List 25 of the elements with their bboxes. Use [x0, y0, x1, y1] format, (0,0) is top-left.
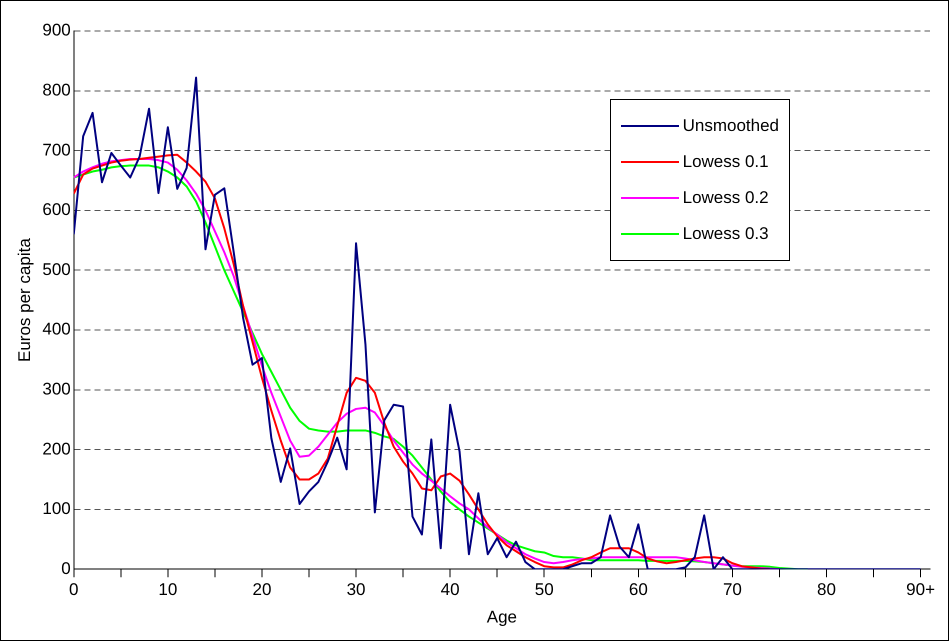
legend-label: Unsmoothed	[682, 116, 779, 136]
x-tick-label: 30	[346, 580, 366, 600]
y-tick-label: 800	[42, 80, 71, 100]
y-axis-title: Euros per capita	[14, 238, 34, 362]
y-tick-label: 200	[42, 439, 71, 458]
y-tick-label: 500	[42, 260, 71, 279]
legend-label: Lowess 0.1	[682, 152, 769, 172]
legend-label: Lowess 0.2	[682, 188, 769, 208]
y-tick-label: 0	[61, 558, 71, 578]
x-tick-label: 80	[817, 580, 836, 600]
legend-label: Lowess 0.3	[682, 224, 769, 244]
x-axis-title: Age	[486, 607, 518, 626]
y-tick-label: 400	[42, 320, 71, 339]
x-tick-label: 70	[722, 580, 742, 600]
y-tick-label: 300	[42, 379, 71, 398]
y-tick-label: 600	[42, 200, 71, 220]
y-tick-label: 700	[42, 140, 71, 160]
x-tick-label: 40	[440, 580, 460, 600]
x-tick-label: 20	[252, 580, 272, 600]
x-tick-label: 50	[534, 580, 554, 600]
x-tick-label: 90+	[906, 580, 936, 600]
x-tick-label: 10	[158, 580, 178, 600]
x-tick-label: 60	[628, 580, 648, 600]
y-tick-label: 100	[42, 499, 71, 518]
y-tick-label: 900	[42, 20, 71, 40]
